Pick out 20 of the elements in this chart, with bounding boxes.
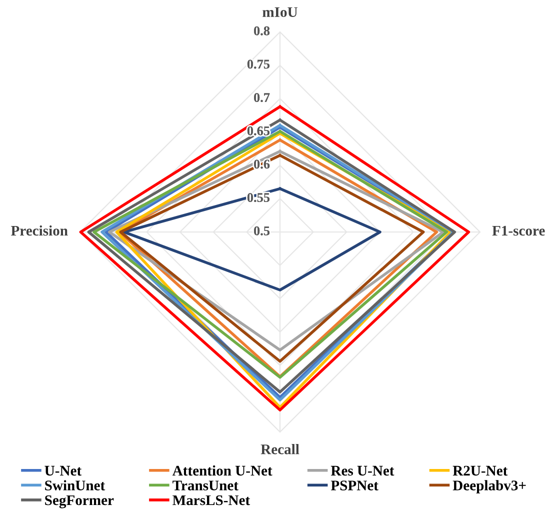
y-tick-label: 0.55	[247, 193, 270, 202]
y-tick-label: 0.75	[247, 60, 270, 69]
spoke-label: mIoU	[262, 7, 298, 18]
y-tick-label: 0.8	[254, 26, 270, 36]
spoke-label: F1-score	[492, 226, 545, 236]
legend-label: SegFormer	[45, 495, 114, 508]
legend-label: Attention U-Net	[172, 465, 272, 476]
spoke-label: Recall	[260, 444, 300, 454]
y-tick-label: 0.6	[254, 160, 270, 169]
y-tick-label: 0.7	[254, 93, 270, 102]
y-tick-label: 0.5	[254, 226, 270, 236]
legend-label: MarsLS-Net	[172, 495, 250, 506]
legend-label: Deeplabv3+	[452, 480, 526, 494]
legend-label: PSPNet	[330, 480, 378, 490]
spoke-label: Precision	[10, 225, 68, 236]
legend-label: Res U-Net	[330, 466, 394, 476]
legend-label: SwinUnet	[45, 480, 106, 490]
legend-label: TransUnet	[172, 480, 238, 490]
legend-label: R2U-Net	[452, 466, 508, 476]
legend-label: U-Net	[44, 466, 82, 476]
